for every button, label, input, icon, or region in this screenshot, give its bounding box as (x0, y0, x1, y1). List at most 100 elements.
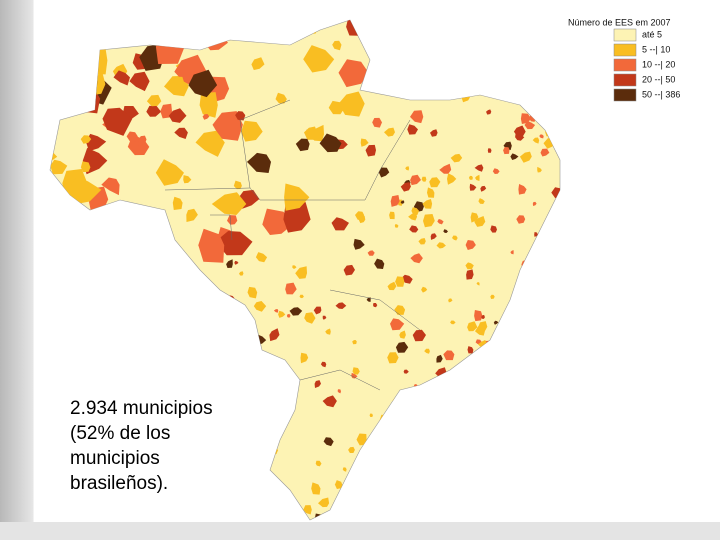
municipality (400, 182, 411, 192)
municipality (50, 36, 64, 53)
municipality (496, 459, 506, 470)
municipality (348, 446, 355, 453)
municipality (463, 496, 474, 506)
legend-swatch (613, 43, 637, 57)
municipality (229, 397, 237, 405)
municipality (174, 127, 188, 139)
municipality (516, 215, 526, 224)
municipality (353, 238, 365, 250)
municipality (155, 159, 184, 186)
municipality (113, 70, 130, 86)
municipality (342, 467, 347, 472)
municipality (159, 258, 168, 267)
municipality (261, 480, 268, 488)
municipality (381, 458, 390, 468)
municipality (382, 474, 391, 485)
municipality (515, 131, 525, 141)
municipality (371, 70, 378, 76)
municipality (206, 497, 212, 502)
municipality (389, 477, 402, 488)
municipality (520, 74, 532, 85)
municipality (83, 47, 108, 75)
municipality (515, 359, 521, 364)
municipality (358, 215, 366, 224)
municipality (70, 79, 96, 103)
municipality (196, 491, 206, 503)
municipality (515, 510, 525, 517)
municipality (388, 56, 399, 64)
municipality (480, 185, 487, 192)
municipality (80, 496, 89, 503)
municipality (487, 501, 495, 510)
municipality (511, 503, 516, 508)
municipality (219, 414, 225, 420)
municipality (517, 299, 528, 309)
municipality (480, 78, 493, 92)
municipality (84, 296, 98, 308)
municipality (372, 486, 384, 499)
municipality (376, 466, 389, 478)
municipality (111, 507, 121, 516)
municipality (374, 258, 385, 269)
municipality (556, 398, 560, 406)
municipality (372, 117, 382, 128)
municipality (138, 135, 147, 146)
municipality (431, 452, 440, 459)
municipality (527, 465, 535, 474)
municipality (331, 217, 349, 231)
municipality (65, 516, 70, 520)
municipality (474, 216, 486, 227)
municipality (488, 354, 497, 362)
municipality (515, 43, 527, 53)
municipality (541, 340, 549, 348)
municipality (510, 153, 519, 160)
municipality (394, 224, 399, 228)
municipality (322, 315, 327, 320)
municipality (412, 329, 426, 342)
municipality (50, 37, 66, 63)
municipality (361, 486, 370, 494)
municipality (362, 477, 372, 487)
municipality (459, 442, 474, 453)
municipality (491, 358, 500, 367)
municipality (226, 259, 233, 268)
municipality (465, 240, 476, 250)
municipality (166, 259, 175, 266)
municipality (384, 127, 395, 137)
municipality (490, 76, 498, 83)
caption-line: municipios (70, 448, 160, 469)
municipality (508, 386, 518, 397)
municipality (537, 369, 544, 377)
municipality (418, 238, 426, 245)
municipality (120, 496, 129, 503)
municipality (448, 298, 453, 303)
municipality (410, 41, 421, 51)
municipality (473, 57, 479, 64)
municipality (295, 266, 307, 279)
municipality (407, 124, 418, 135)
municipality (467, 321, 478, 332)
municipality (233, 180, 242, 190)
municipality (507, 399, 520, 412)
municipality (284, 183, 310, 211)
municipality (229, 508, 236, 515)
municipality (390, 408, 406, 421)
municipality (434, 22, 448, 33)
municipality (54, 268, 63, 275)
municipality (82, 73, 106, 96)
municipality (519, 429, 530, 439)
municipality (425, 398, 441, 409)
municipality (365, 144, 376, 157)
municipality (400, 274, 413, 284)
municipality (462, 447, 474, 459)
municipality (206, 468, 211, 473)
municipality (518, 20, 527, 31)
municipality (281, 504, 286, 509)
municipality (429, 177, 441, 188)
municipality (255, 447, 265, 456)
municipality (170, 374, 177, 380)
municipality (183, 175, 192, 184)
legend-label: 10 --| 20 (642, 59, 675, 69)
municipality (101, 267, 113, 278)
municipality (243, 449, 247, 453)
